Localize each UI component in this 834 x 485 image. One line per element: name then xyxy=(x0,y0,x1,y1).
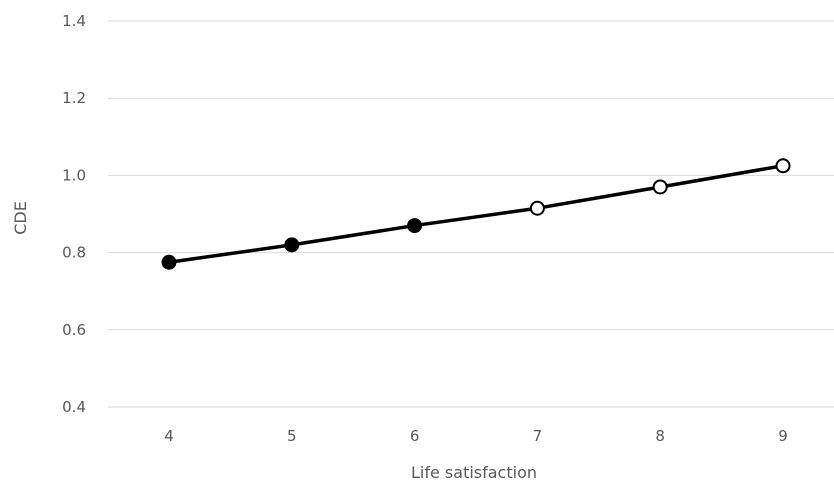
y-axis-title: CDE xyxy=(11,201,30,235)
data-point xyxy=(407,218,423,234)
data-point xyxy=(775,158,791,174)
data-point xyxy=(652,179,668,195)
data-point xyxy=(284,237,300,253)
data-point xyxy=(529,200,545,216)
x-axis-title: Life satisfaction xyxy=(411,463,537,482)
y-tick-label: 1.4 xyxy=(62,12,86,30)
y-tick-label: 0.4 xyxy=(62,398,86,416)
x-axis-ticks: 4 5 6 7 8 9 xyxy=(164,427,788,445)
series-line xyxy=(168,164,784,264)
x-tick-label: 8 xyxy=(655,427,665,445)
y-tick-label: 0.8 xyxy=(62,244,86,262)
x-tick-label: 7 xyxy=(533,427,543,445)
x-tick-label: 9 xyxy=(778,427,788,445)
y-tick-label: 1.0 xyxy=(62,166,86,184)
series-group xyxy=(161,158,791,270)
x-tick-label: 6 xyxy=(410,427,420,445)
y-axis-ticks: 0.4 0.6 0.8 1.0 1.2 1.4 xyxy=(62,12,86,416)
data-point xyxy=(161,254,177,270)
gridlines xyxy=(108,20,834,408)
y-tick-label: 0.6 xyxy=(62,321,86,339)
x-tick-label: 5 xyxy=(287,427,297,445)
x-tick-label: 4 xyxy=(164,427,174,445)
y-tick-label: 1.2 xyxy=(62,89,86,107)
